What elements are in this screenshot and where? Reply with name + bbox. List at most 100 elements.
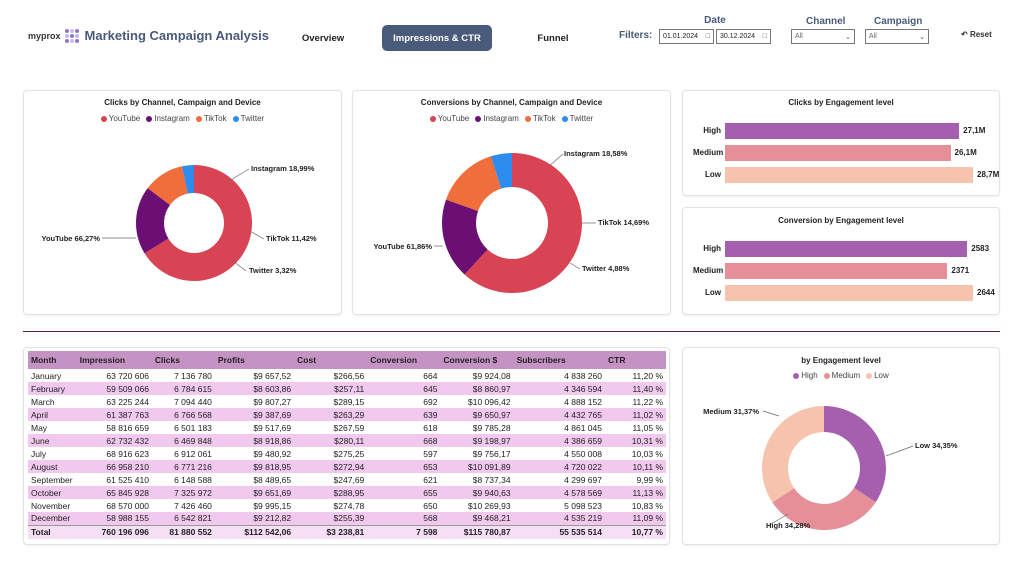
bar-row: Low 2644: [683, 285, 999, 301]
leader-line: [249, 230, 265, 240]
legend-dot: [146, 115, 153, 122]
table-cell: $9 651,69: [214, 486, 295, 499]
page-title: Marketing Campaign Analysis: [84, 28, 269, 43]
nav-funnel-button[interactable]: Funnel: [537, 32, 569, 44]
table-cell: 645: [367, 382, 441, 395]
donut-slice-instagram[interactable]: [442, 199, 488, 275]
table-header-cell[interactable]: Cost: [294, 351, 368, 369]
table-cell: 692: [423, 396, 438, 407]
donut-data-label: High 34,28%: [766, 521, 811, 530]
chevron-down-icon: ⌄: [919, 33, 925, 41]
table-cell: 11,22 %: [632, 396, 663, 407]
table-cell: 68 570 000: [106, 500, 149, 511]
legend-dot: [793, 372, 800, 379]
bar-row: Medium 26,1M: [683, 145, 999, 161]
clicks-engagement-title: Clicks by Engagement level: [788, 98, 894, 107]
calendar-icon: □: [762, 33, 767, 40]
table-cell: 618: [423, 422, 438, 433]
campaign-dropdown[interactable]: All ⌄: [865, 29, 929, 44]
table-cell: $8 603,86: [214, 382, 295, 395]
table-cell: $9 212,82: [214, 512, 295, 525]
table-cell: 11,09 %: [604, 512, 666, 525]
bar-medium[interactable]: [725, 145, 951, 161]
clicks-channel-legend: YouTube Instagram TikTok Twitter: [24, 114, 341, 123]
table-cell: $8 860,97: [440, 382, 514, 395]
table-cell: 639: [367, 408, 441, 421]
date-filter-label: Date: [704, 15, 726, 26]
leader-line: [548, 153, 564, 167]
table-total-cell: Total: [28, 524, 77, 539]
bar-low[interactable]: [725, 285, 973, 301]
table-cell: $272,94: [294, 460, 368, 473]
table-row: January 63 720 606 7 136 780 $9 657,52 $266,…: [28, 369, 666, 382]
table-cell: 4 535 219: [513, 512, 605, 525]
table-cell: $9 650,97: [440, 408, 514, 421]
legend-item-tiktok: TikTok: [524, 114, 556, 123]
bar-category-label: Medium: [693, 266, 724, 275]
donut-slice-tiktok[interactable]: [147, 166, 188, 205]
donut-slice-medium[interactable]: [772, 487, 876, 530]
donut-slice-youtube[interactable]: [464, 153, 582, 293]
table-cell: 11,40 %: [604, 382, 666, 395]
table-row: March 63 225 244 7 094 440 $9 807,27 $289,15…: [28, 395, 666, 408]
donut-slice-twitter[interactable]: [181, 165, 194, 194]
table-cell: April: [28, 408, 77, 421]
table-header-cell[interactable]: Conversion $: [440, 351, 514, 369]
bar-high[interactable]: [725, 241, 968, 257]
table-cell: 650: [423, 500, 438, 511]
table-cell: $9 785,28: [472, 422, 511, 433]
table-cell: 7 094 440: [174, 396, 212, 407]
donut-slice-tiktok[interactable]: [446, 156, 502, 211]
donut-slice-instagram[interactable]: [136, 188, 171, 254]
table-cell: 6 469 848: [151, 434, 215, 447]
legend-item-youtube: YouTube: [429, 114, 469, 123]
table-cell: $274,78: [333, 500, 365, 511]
legend-dot: [561, 115, 568, 122]
donut-slice-low[interactable]: [762, 406, 824, 503]
legend-label: Twitter: [569, 114, 594, 123]
bar-low[interactable]: [725, 167, 973, 183]
table-cell: January: [31, 370, 62, 381]
table-cell: $288,95: [294, 486, 368, 499]
nav-overview-button[interactable]: Overview: [301, 32, 345, 44]
table-row: October 65 845 928 7 325 972 $9 651,69 $288,…: [28, 486, 666, 499]
table-header-cell[interactable]: Impression: [76, 351, 152, 369]
legend-item-instagram: Instagram: [475, 114, 519, 123]
table-cell: $255,39: [294, 512, 368, 525]
donut-slice-youtube[interactable]: [144, 165, 252, 281]
donut-slice-twitter[interactable]: [490, 153, 512, 189]
table-cell: $9 468,21: [440, 512, 514, 525]
table-header-cell[interactable]: Profits: [214, 351, 295, 369]
monthly-table-card: Month Impression Clicks Profits Cost Conversi…: [23, 347, 670, 545]
table-cell: $275,25: [333, 448, 365, 459]
table-cell: 5 098 523: [564, 500, 602, 511]
table-header-cell[interactable]: Subscribers: [513, 351, 605, 369]
nav-impressions-ctr-button[interactable]: Impressions & CTR: [382, 25, 492, 51]
date-to-input[interactable]: 30.12.2024 □: [716, 29, 771, 44]
legend-item-tiktok: TikTok: [195, 114, 227, 123]
date-from-input[interactable]: 01.01.2024 □: [659, 29, 714, 44]
bar-category-label: High: [703, 126, 721, 135]
legend-dot: [195, 115, 202, 122]
table-header-cell[interactable]: Conversion: [367, 351, 441, 369]
legend-dot: [524, 115, 531, 122]
table-cell: March: [31, 396, 55, 407]
engagement-donut-legend: High Medium Low: [683, 371, 999, 380]
table-total-cell: 55 535 514: [513, 524, 605, 539]
legend-item-youtube: YouTube: [100, 114, 140, 123]
bar-high[interactable]: [725, 123, 960, 139]
table-header-cell[interactable]: CTR: [604, 351, 666, 369]
table-total-cell: $115 780,87: [440, 524, 514, 539]
bar-category-label: Medium: [693, 148, 724, 157]
table-header-cell[interactable]: Month: [28, 351, 77, 369]
section-divider: [23, 331, 1000, 332]
table-cell: $280,11: [294, 434, 368, 447]
channel-dropdown[interactable]: All ⌄: [791, 29, 855, 44]
bar-medium[interactable]: [725, 263, 948, 279]
table-cell: 58 988 155: [76, 512, 152, 525]
table-header-cell[interactable]: Clicks: [151, 351, 215, 369]
donut-slice-high[interactable]: [824, 406, 886, 503]
table-cell: 10,11 %: [604, 460, 666, 473]
reset-button[interactable]: ↶ Reset: [961, 30, 992, 39]
bar-row: High 2583: [683, 241, 999, 257]
